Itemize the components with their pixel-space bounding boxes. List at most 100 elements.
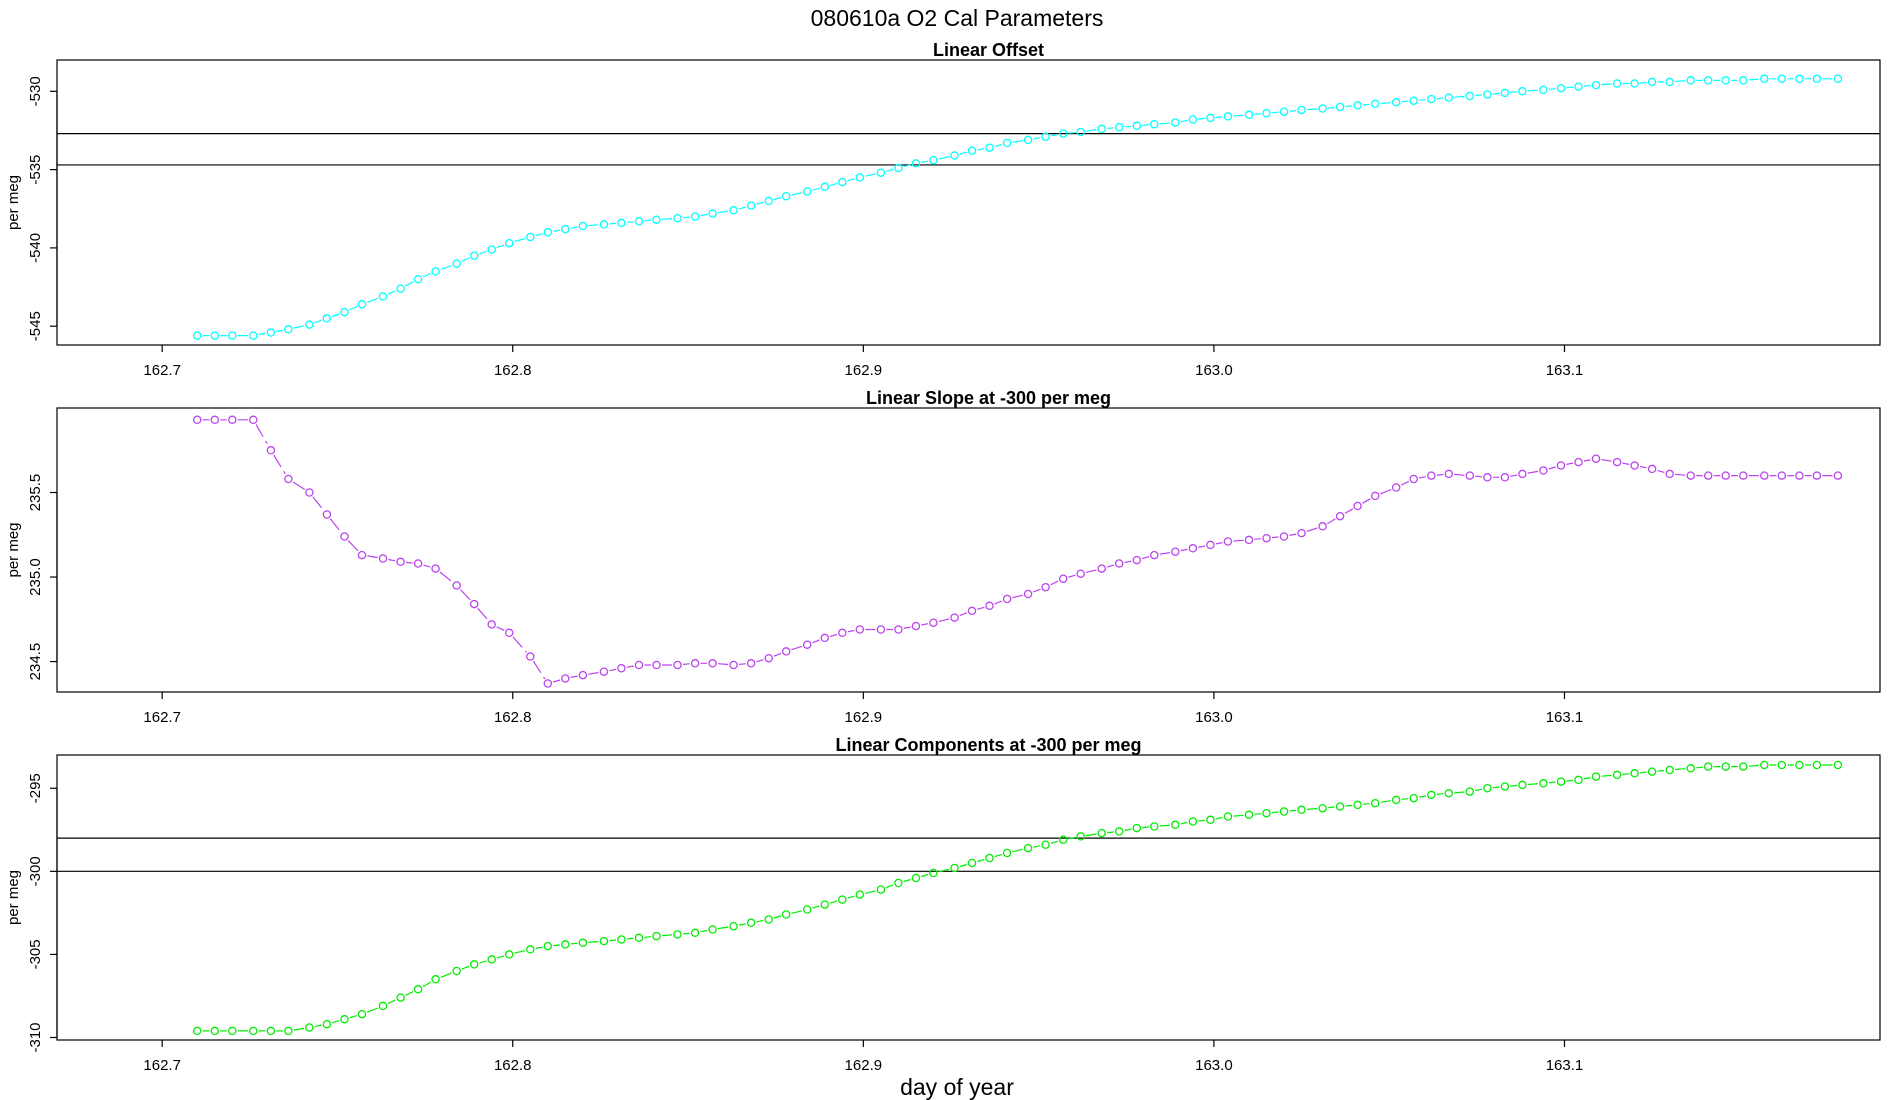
y-tick-label: -535 xyxy=(27,155,44,185)
data-point xyxy=(781,910,791,919)
data-point xyxy=(1703,762,1713,771)
data-point xyxy=(1500,88,1510,98)
data-point xyxy=(894,878,903,888)
data-point xyxy=(284,325,293,334)
y-tick-label: 235.0 xyxy=(27,558,44,596)
x-tick-label: 163.1 xyxy=(1546,709,1584,726)
data-point xyxy=(673,930,682,939)
data-point xyxy=(192,415,202,425)
data-point xyxy=(504,628,514,638)
data-point xyxy=(1465,91,1475,101)
data-point xyxy=(487,955,496,964)
data-point xyxy=(1076,127,1085,137)
data-point xyxy=(1612,79,1622,88)
data-point xyxy=(1370,798,1380,808)
y-tick-label: -300 xyxy=(27,856,44,886)
data-point xyxy=(1591,772,1601,781)
data-point xyxy=(708,925,717,934)
data-point xyxy=(1171,547,1180,556)
data-point xyxy=(894,163,903,173)
data-point xyxy=(1279,807,1289,816)
y-tick-label: -310 xyxy=(27,1022,44,1052)
data-point xyxy=(1132,555,1142,565)
data-point xyxy=(578,670,588,680)
data-point xyxy=(729,660,738,670)
panel-title: Linear Offset xyxy=(933,40,1044,60)
data-point xyxy=(1318,803,1327,813)
data-point xyxy=(340,532,349,541)
data-point xyxy=(1391,795,1401,805)
data-point xyxy=(911,621,921,631)
data-point xyxy=(266,328,276,337)
data-point xyxy=(1409,793,1418,803)
panel-1: Linear Offset per meg 162.7 162.8 162.9 163.0… xyxy=(5,40,1881,379)
x-tick-label: 162.7 xyxy=(143,709,181,726)
data-point xyxy=(1703,76,1713,85)
data-point xyxy=(652,660,661,670)
plot-frame xyxy=(56,407,1881,693)
data-point xyxy=(1279,107,1289,116)
data-point xyxy=(894,625,903,634)
data-point xyxy=(1023,589,1033,599)
data-point xyxy=(1391,483,1401,492)
data-point xyxy=(340,1014,349,1024)
data-point xyxy=(1353,101,1362,110)
data-point xyxy=(599,936,609,946)
data-point xyxy=(228,331,237,340)
data-point xyxy=(855,173,865,182)
data-point xyxy=(802,187,812,196)
data-point xyxy=(561,674,570,683)
data-point xyxy=(1833,74,1843,84)
data-point xyxy=(1262,808,1271,818)
data-point xyxy=(1721,762,1730,771)
data-point xyxy=(599,667,609,676)
data-point xyxy=(487,245,496,254)
data-point xyxy=(1556,777,1566,786)
y-tick-label: -530 xyxy=(27,76,44,106)
data-point xyxy=(504,950,514,959)
x-tick-label: 163.0 xyxy=(1195,709,1233,726)
data-point xyxy=(855,890,865,899)
data-point xyxy=(652,215,661,224)
data-point xyxy=(1739,76,1748,85)
data-point xyxy=(802,905,812,914)
data-point xyxy=(396,557,405,567)
data-point xyxy=(820,182,830,192)
data-point xyxy=(1665,765,1674,775)
data-point xyxy=(802,640,812,649)
data-point xyxy=(1465,787,1475,796)
data-point xyxy=(396,284,405,293)
data-point xyxy=(1665,469,1674,479)
data-point xyxy=(452,259,461,268)
data-point xyxy=(1591,454,1601,463)
data-point xyxy=(1262,108,1271,118)
data-point xyxy=(781,647,791,656)
x-tick-label: 162.7 xyxy=(143,1057,181,1074)
data-point xyxy=(1132,121,1142,131)
data-point xyxy=(1574,82,1583,91)
y-axis-label: per meg xyxy=(5,175,22,230)
data-point xyxy=(1647,77,1657,87)
data-point xyxy=(673,660,682,670)
data-point xyxy=(1188,115,1198,124)
data-point xyxy=(690,928,700,938)
data-point xyxy=(1444,93,1454,102)
main-title: 080610a O2 Cal Parameters xyxy=(811,5,1104,31)
data-point xyxy=(911,159,921,168)
data-point xyxy=(950,151,959,160)
data-point xyxy=(1647,767,1657,776)
data-point xyxy=(1647,464,1657,474)
data-point xyxy=(1244,535,1254,545)
data-point xyxy=(1500,473,1510,482)
x-tick-label: 163.1 xyxy=(1546,362,1584,379)
data-point xyxy=(1630,769,1639,778)
data-point xyxy=(1206,540,1215,550)
data-point xyxy=(1427,471,1436,480)
data-point xyxy=(1150,550,1159,560)
data-point xyxy=(1353,501,1362,511)
data-point xyxy=(967,858,977,868)
data-point xyxy=(1777,760,1787,770)
data-point xyxy=(1097,124,1106,134)
data-point xyxy=(1041,582,1050,592)
x-tick-label: 162.8 xyxy=(494,362,532,379)
